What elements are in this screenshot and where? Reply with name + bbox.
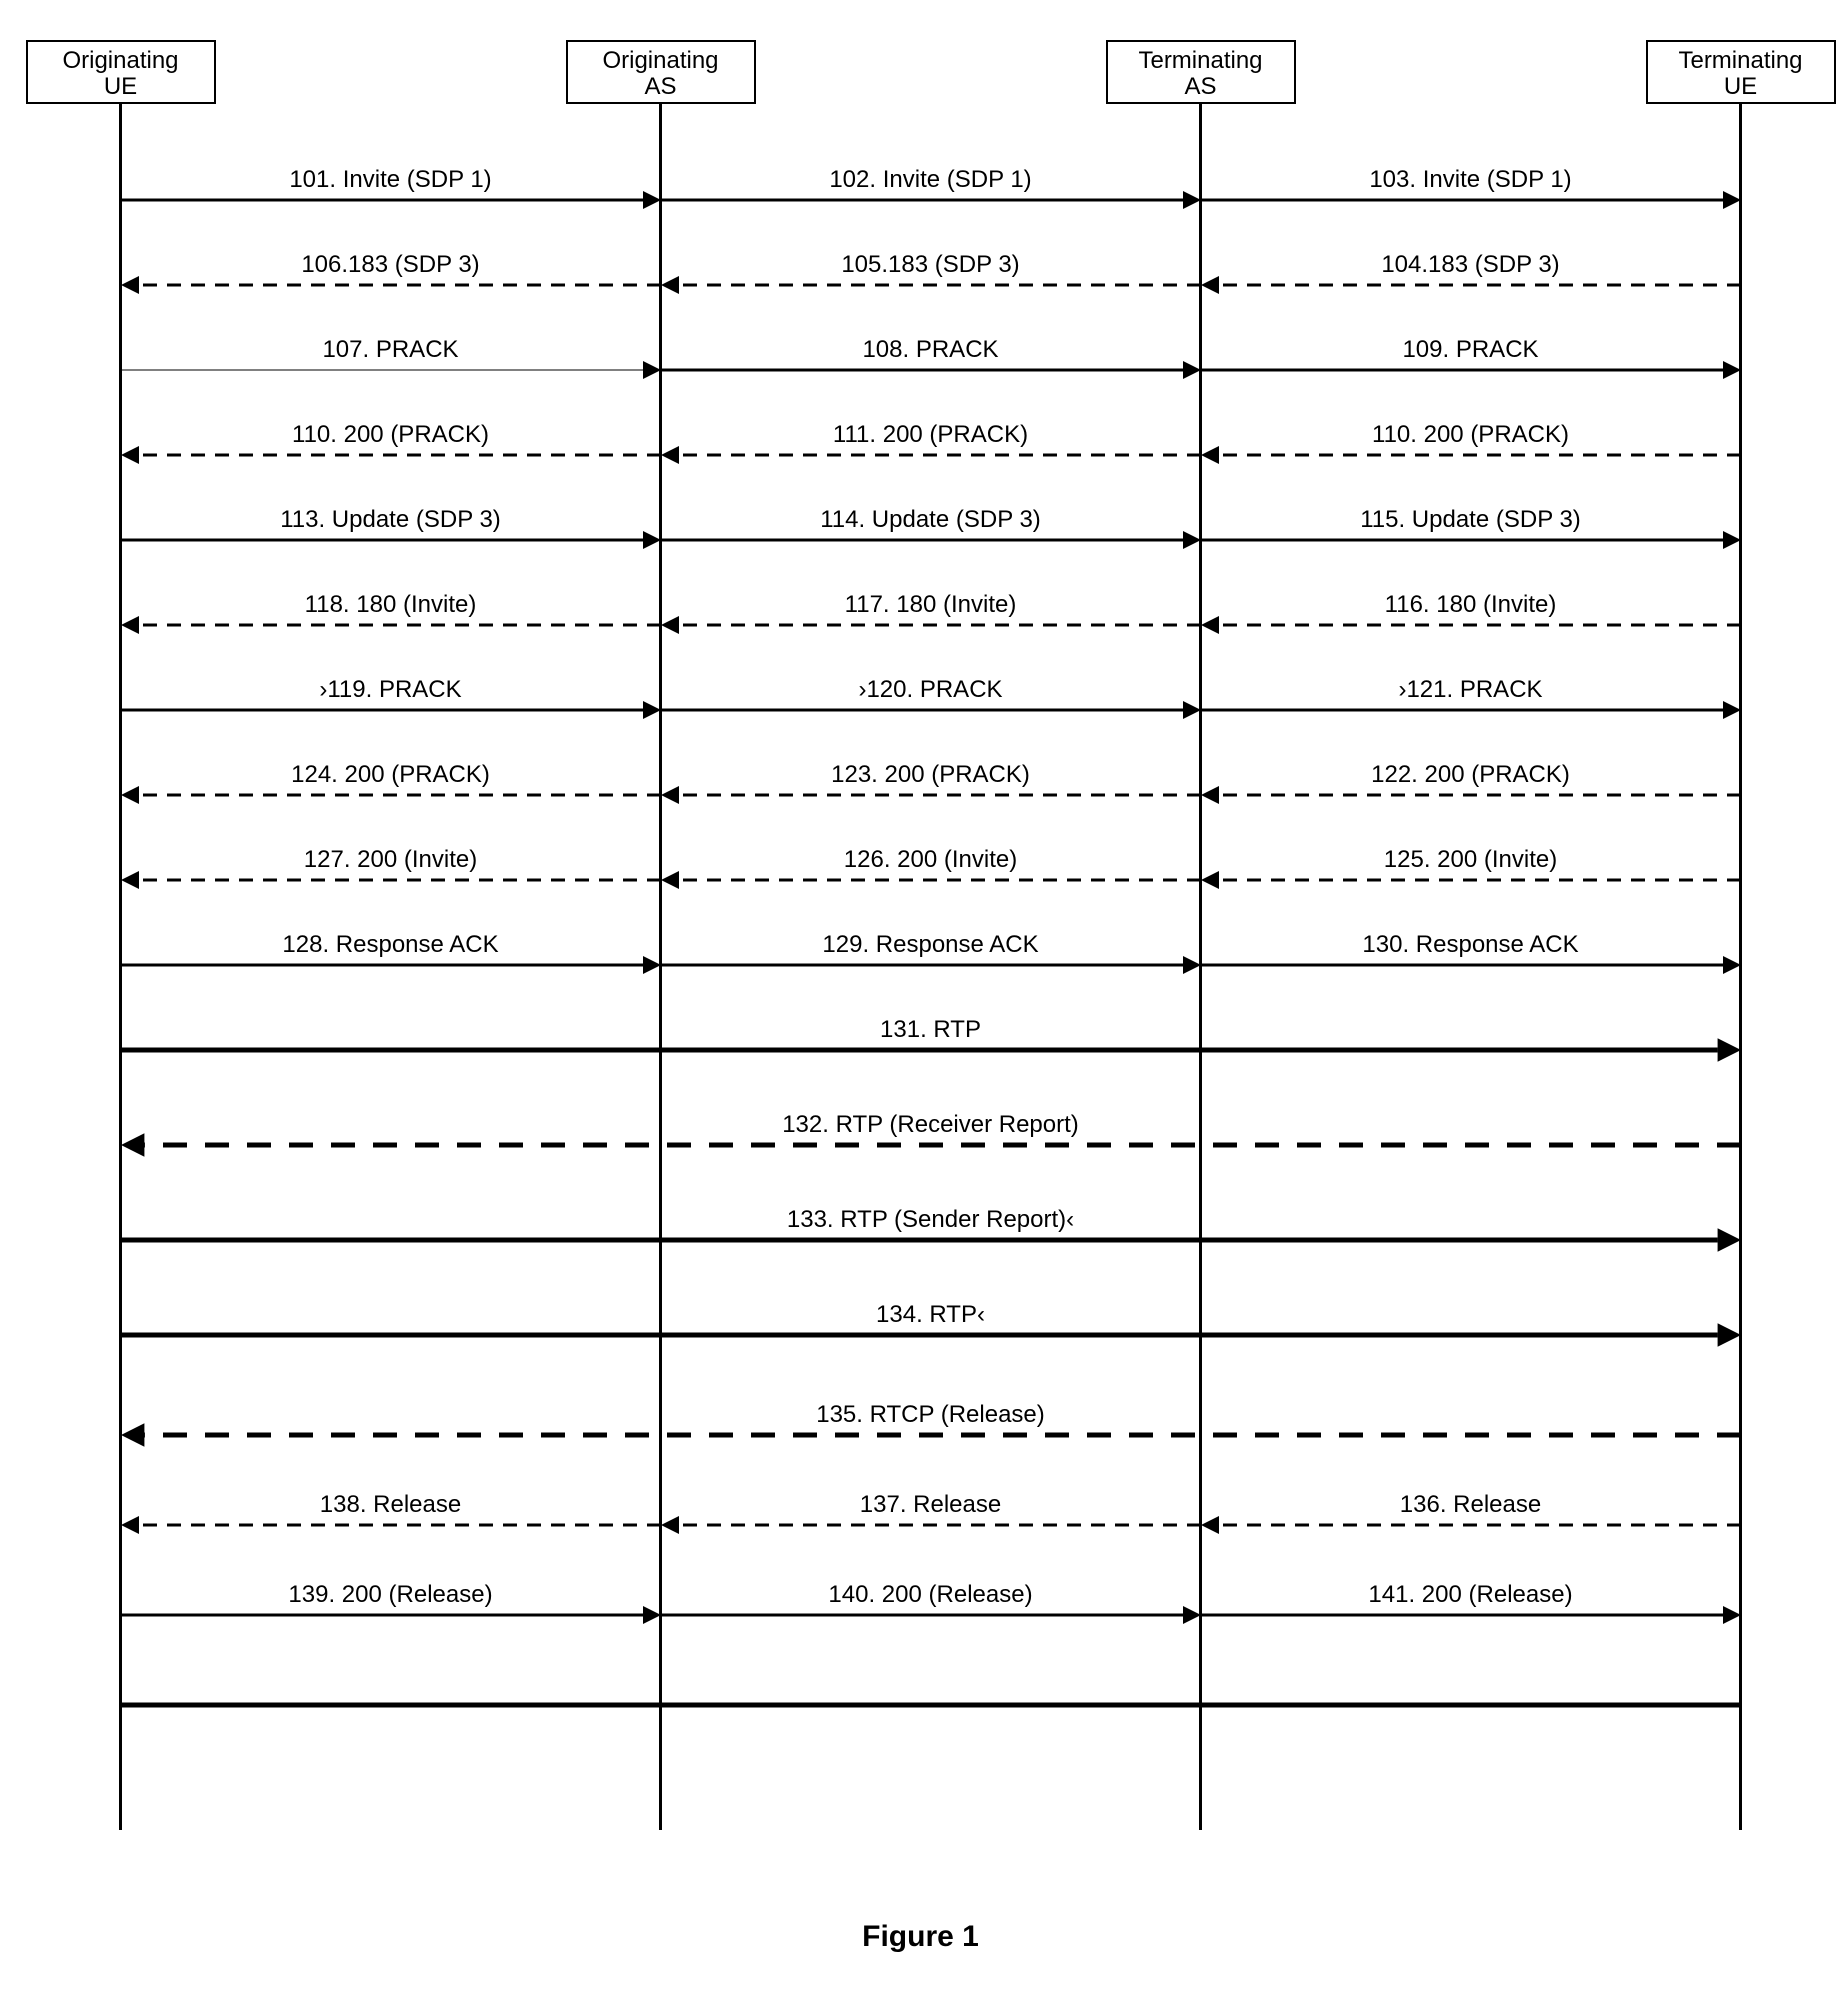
figure-caption: Figure 1 — [40, 1920, 1801, 1954]
message-label: 102. Invite (SDP 1) — [829, 166, 1031, 194]
message-label: 126. 200 (Invite) — [844, 846, 1017, 874]
message-label: 139. 200 (Release) — [288, 1581, 492, 1609]
message-label: 105.183 (SDP 3) — [841, 251, 1019, 279]
message-label: 138. Release — [320, 1491, 461, 1519]
message-label: 124. 200 (PRACK) — [291, 761, 490, 789]
message-label: 141. 200 (Release) — [1368, 1581, 1572, 1609]
message-label: 133. RTP (Sender Report)‹ — [787, 1206, 1074, 1234]
message-label: 116. 180 (Invite) — [1385, 591, 1557, 619]
message-label: 114. Update (SDP 3) — [820, 506, 1041, 534]
message-label: 135. RTCP (Release) — [816, 1401, 1045, 1429]
message-label: 137. Release — [860, 1491, 1001, 1519]
message-label: ›120. PRACK — [858, 676, 1002, 704]
message-label: 129. Response ACK — [822, 931, 1038, 959]
message-label: 111. 200 (PRACK) — [833, 421, 1028, 449]
message-label: 134. RTP‹ — [876, 1301, 985, 1329]
message-label: 117. 180 (Invite) — [845, 591, 1017, 619]
message-label: 127. 200 (Invite) — [304, 846, 477, 874]
arrows-layer — [41, 40, 1801, 1900]
message-label: 109. PRACK — [1402, 336, 1538, 364]
message-label: ›119. PRACK — [319, 676, 461, 704]
message-label: 108. PRACK — [862, 336, 998, 364]
message-label: 115. Update (SDP 3) — [1360, 506, 1581, 534]
message-label: 140. 200 (Release) — [828, 1581, 1032, 1609]
message-label: 122. 200 (PRACK) — [1371, 761, 1570, 789]
message-label: 103. Invite (SDP 1) — [1369, 166, 1571, 194]
sequence-diagram: OriginatingUEOriginatingASTerminatingAST… — [41, 40, 1801, 1900]
message-label: 136. Release — [1400, 1491, 1541, 1519]
message-label: 123. 200 (PRACK) — [831, 761, 1030, 789]
message-label: 128. Response ACK — [282, 931, 498, 959]
message-label: 118. 180 (Invite) — [305, 591, 477, 619]
message-label: ›121. PRACK — [1398, 676, 1542, 704]
message-label: 110. 200 (PRACK) — [1372, 421, 1569, 449]
message-label: 110. 200 (PRACK) — [292, 421, 489, 449]
message-label: 130. Response ACK — [1362, 931, 1578, 959]
message-label: 132. RTP (Receiver Report) — [782, 1111, 1079, 1139]
message-label: 104.183 (SDP 3) — [1381, 251, 1559, 279]
message-label: 125. 200 (Invite) — [1384, 846, 1557, 874]
message-label: 107. PRACK — [322, 336, 458, 364]
message-label: 113. Update (SDP 3) — [280, 506, 501, 534]
message-label: 106.183 (SDP 3) — [301, 251, 479, 279]
message-label: 131. RTP — [880, 1016, 981, 1044]
message-label: 101. Invite (SDP 1) — [289, 166, 491, 194]
